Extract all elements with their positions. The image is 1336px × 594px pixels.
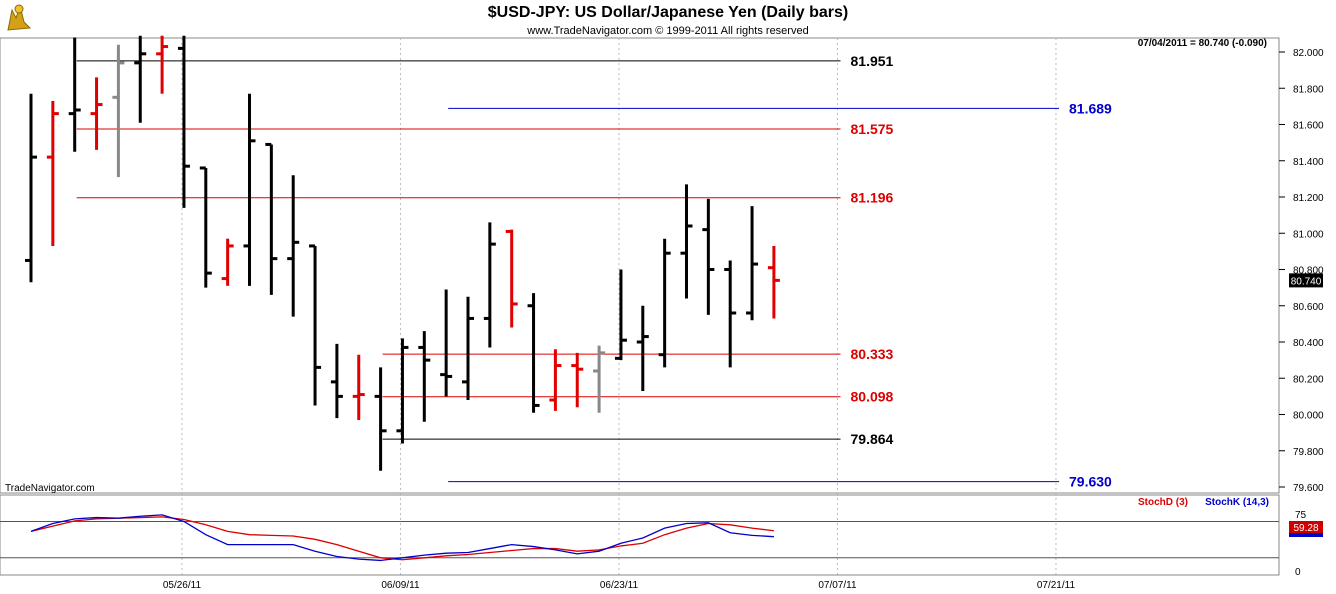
watermark-text: TradeNavigator.com — [5, 483, 95, 494]
ohlc-bar — [243, 93, 256, 286]
ohlc-bar — [374, 367, 387, 471]
y-tick-label: 80.200 — [1293, 374, 1324, 385]
date-axis: 05/26/11 06/09/11 06/23/11 07/07/11 07/21/11 — [163, 580, 1076, 591]
stoch-d-line — [30, 516, 774, 561]
chart-title: $USD-JPY: US Dollar/Japanese Yen (Daily … — [488, 4, 848, 21]
ohlc-bar — [177, 35, 190, 208]
ohlc-bar — [724, 260, 737, 368]
ohlc-bar — [46, 100, 59, 246]
level-label: 80.333 — [851, 346, 894, 362]
ohlc-bar — [309, 244, 322, 406]
ohlc-bar — [527, 293, 540, 413]
y-tick-label: 80.600 — [1293, 302, 1324, 313]
stoch-value-tag: 59.28 — [1289, 521, 1323, 537]
y-tick-label: 81.200 — [1293, 193, 1324, 204]
last-price-value: 80.740 — [1291, 276, 1322, 287]
x-tick-label: 05/26/11 — [163, 580, 202, 591]
x-tick-label: 07/07/11 — [818, 580, 857, 591]
stoch-k-line — [30, 514, 774, 562]
ohlc-bar — [418, 331, 431, 422]
ohlc-bar — [352, 354, 365, 420]
y-tick-label: 82.000 — [1293, 48, 1324, 59]
y-tick-label: 81.600 — [1293, 121, 1324, 132]
trade-navigator-logo-icon — [7, 4, 32, 31]
stoch-k-legend: StochK (14,3) — [1205, 497, 1269, 508]
vertical-grid — [181, 38, 1057, 575]
level-lines: 81.951 81.689 81.575 81.196 80.333 80.098 79.8… — [76, 53, 1112, 490]
ohlc-bar — [221, 238, 234, 286]
ohlc-bar — [287, 175, 300, 317]
ohlc-bar — [90, 77, 103, 150]
stoch-value: 59.28 — [1293, 523, 1318, 534]
ohlc-bar — [330, 343, 343, 419]
level-label: 81.196 — [851, 190, 894, 206]
level-label: 81.689 — [1069, 100, 1112, 116]
x-tick-label: 06/23/11 — [600, 580, 639, 591]
ohlc-bar — [571, 352, 584, 408]
ohlc-bar — [25, 93, 37, 283]
price-bars — [25, 35, 780, 471]
stoch-tick-bottom: 0 — [1295, 567, 1301, 578]
x-tick-label: 06/09/11 — [381, 580, 420, 591]
ohlc-bar — [767, 245, 780, 319]
level-label: 80.098 — [851, 389, 894, 405]
stochastic-panel — [0, 494, 1280, 576]
y-tick-label: 81.800 — [1293, 84, 1324, 95]
ohlc-bar — [396, 338, 409, 444]
stoch-tick-top: 75 — [1295, 510, 1307, 521]
y-tick-label: 81.000 — [1293, 229, 1324, 240]
ohlc-bar — [636, 305, 649, 391]
last-bar-info: 07/04/2011 = 80.740 (-0.090) — [1138, 38, 1267, 49]
y-tick-label: 79.600 — [1293, 483, 1324, 494]
ohlc-bar — [593, 345, 606, 413]
level-label: 81.575 — [851, 121, 894, 137]
ohlc-bar — [156, 35, 169, 94]
level-label: 81.951 — [851, 53, 894, 69]
price-panel — [0, 37, 1280, 494]
y-tick-label: 80.400 — [1293, 338, 1324, 349]
y-tick-label: 79.800 — [1293, 447, 1324, 458]
price-axis: 82.000 81.800 81.600 81.400 81.200 81.000 80.8… — [1279, 48, 1324, 494]
ohlc-bar — [199, 166, 212, 288]
level-label: 79.630 — [1069, 474, 1112, 490]
y-tick-label: 80.000 — [1293, 411, 1324, 422]
x-tick-label: 07/21/11 — [1037, 580, 1076, 591]
ohlc-bar — [112, 44, 125, 178]
ohlc-bar — [746, 206, 759, 321]
ohlc-bar — [549, 349, 562, 411]
ohlc-bar — [265, 142, 278, 295]
ohlc-bar — [134, 35, 147, 123]
ohlc-bar — [462, 296, 474, 400]
stochastic-lines — [0, 514, 1279, 562]
copyright-text: www.TradeNavigator.com © 1999-2011 All r… — [526, 25, 808, 37]
last-price-tag: 80.740 — [1289, 273, 1323, 288]
y-tick-label: 80.800 — [1293, 266, 1324, 277]
ohlc-bar — [483, 222, 496, 348]
ohlc-bar — [440, 289, 453, 397]
ohlc-bar — [658, 238, 671, 368]
ohlc-bar — [614, 269, 627, 361]
ohlc-bar — [680, 184, 693, 299]
ohlc-bar — [702, 198, 715, 315]
level-label: 79.864 — [851, 431, 894, 447]
ohlc-bar — [68, 37, 81, 152]
y-tick-label: 81.400 — [1293, 157, 1324, 168]
ohlc-bar — [505, 229, 518, 328]
stoch-d-legend: StochD (3) — [1138, 497, 1188, 508]
